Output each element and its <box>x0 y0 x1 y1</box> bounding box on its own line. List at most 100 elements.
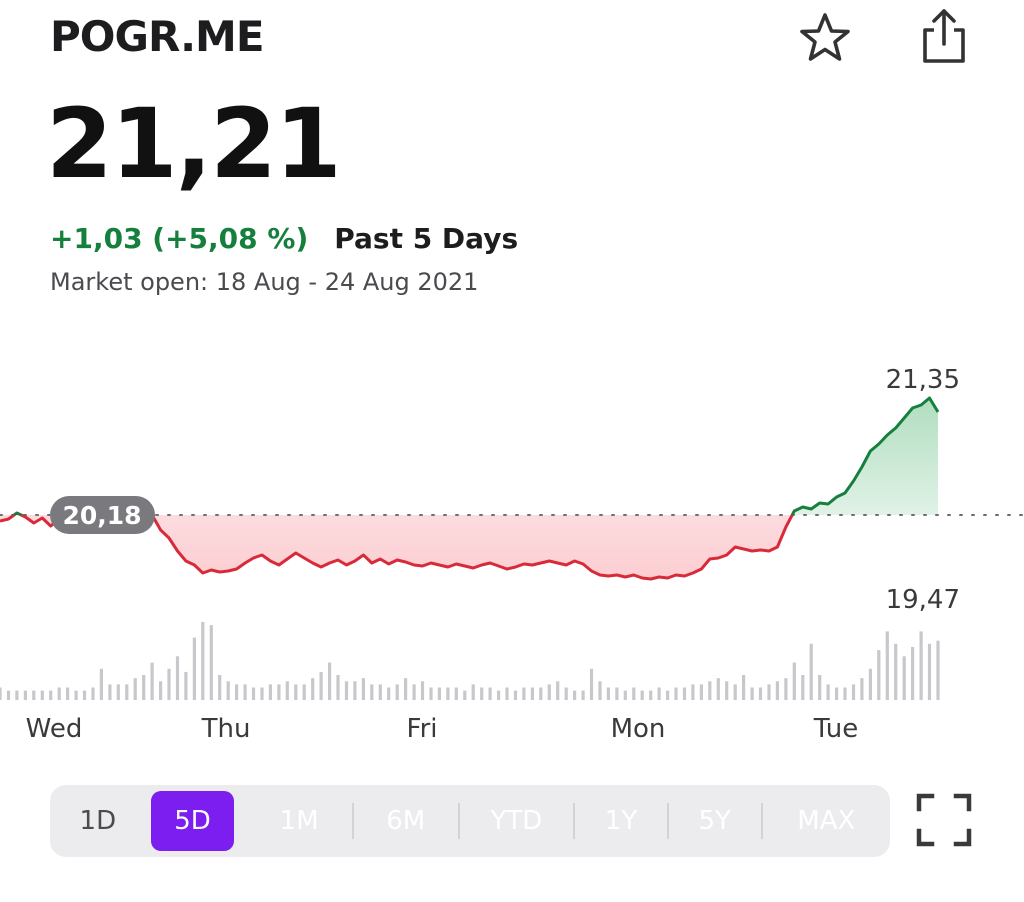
volume-bar <box>716 678 720 700</box>
volume-bar <box>260 687 264 700</box>
volume-bar <box>902 656 906 700</box>
range-label: 1M <box>279 806 319 836</box>
volume-bar <box>623 690 627 700</box>
volume-bar <box>412 684 416 700</box>
up-area <box>0 398 938 515</box>
range-1m[interactable]: 1M <box>246 791 352 851</box>
volume-bar <box>885 631 889 700</box>
volume-bar <box>488 687 492 700</box>
volume-bar <box>66 687 70 700</box>
volume-bar <box>175 656 180 700</box>
range-ytd[interactable]: YTD <box>460 791 574 851</box>
volume-bar <box>23 690 27 700</box>
range-max[interactable]: MAX <box>763 791 891 851</box>
volume-bar <box>775 681 779 700</box>
volume-bar <box>699 684 703 700</box>
baseline-label: 20,18 <box>62 501 141 530</box>
change-row: +1,03 (+5,08 %) Past 5 Days <box>50 222 518 255</box>
volume-bar <box>564 687 568 700</box>
range-5d[interactable]: 5D <box>150 791 235 851</box>
volume-bar <box>826 684 830 700</box>
volume-bar <box>733 684 737 700</box>
volume-bar <box>513 690 518 700</box>
volume-bar <box>809 643 813 700</box>
volume-bar <box>302 684 306 700</box>
volume-bar <box>150 662 154 700</box>
volume-bar <box>209 625 213 700</box>
volume-bar <box>471 684 475 700</box>
x-tick-label: Mon <box>611 714 666 744</box>
volume-bar <box>116 684 120 700</box>
range-label: 5D <box>174 806 211 836</box>
volume-bar <box>32 690 36 700</box>
volume-bar <box>370 684 374 700</box>
volume-bar <box>74 690 78 700</box>
volume-bar <box>294 684 298 700</box>
favorite-button[interactable] <box>795 8 855 68</box>
volume-bar <box>201 622 205 700</box>
volume-bar <box>108 684 112 700</box>
volume-bars <box>0 622 940 700</box>
price-line <box>0 396 940 581</box>
volume-bar <box>167 668 171 700</box>
range-divider <box>760 803 763 839</box>
x-tick-label: Tue <box>813 714 858 744</box>
range-divider <box>351 803 354 839</box>
volume-bar <box>454 687 458 700</box>
volume-bar <box>57 687 61 700</box>
volume-bar <box>91 687 95 700</box>
volume-bar <box>328 662 332 700</box>
volume-bar <box>801 675 805 700</box>
volume-bar <box>691 684 695 700</box>
share-button[interactable] <box>914 6 974 66</box>
volume-bar <box>894 643 898 700</box>
volume-bar <box>184 671 188 700</box>
volume-bar <box>463 690 467 700</box>
volume-bar <box>666 690 670 700</box>
volume-bar <box>843 687 847 700</box>
volume-bar <box>632 687 636 700</box>
volume-bar <box>15 690 19 700</box>
volume-bar <box>598 681 602 700</box>
volume-bar <box>573 690 577 700</box>
volume-bar <box>133 678 137 700</box>
range-6m[interactable]: 6M <box>354 791 458 851</box>
baseline-badge <box>50 496 155 534</box>
range-5y[interactable]: 5Y <box>669 791 761 851</box>
volume-bar <box>437 687 441 700</box>
volume-bar <box>860 678 864 700</box>
volume-bar <box>235 684 239 700</box>
current-price: 21,21 <box>46 88 342 200</box>
volume-bar <box>344 681 349 700</box>
volume-bar <box>919 631 923 700</box>
volume-bar <box>429 687 433 700</box>
range-1y[interactable]: 1Y <box>575 791 667 851</box>
volume-bar <box>361 678 365 700</box>
period-label: Past 5 Days <box>334 222 519 255</box>
volume-bar <box>581 690 585 700</box>
volume-bar <box>40 690 44 700</box>
range-label: YTD <box>490 806 543 836</box>
range-label: 6M <box>386 806 426 836</box>
volume-bar <box>927 643 932 700</box>
volume-bar <box>446 687 450 700</box>
expand-icon <box>916 793 972 847</box>
volume-bar <box>159 681 163 700</box>
volume-bar <box>387 687 391 700</box>
range-1d[interactable]: 1D <box>50 791 146 851</box>
volume-bar <box>792 662 796 700</box>
volume-bar <box>285 681 289 700</box>
volume-bar <box>784 678 788 700</box>
star-icon <box>800 13 850 61</box>
volume-bar <box>758 687 763 700</box>
range-divider <box>666 803 669 839</box>
volume-bar <box>522 687 526 700</box>
down-area <box>0 515 938 579</box>
fullscreen-button[interactable] <box>912 790 976 850</box>
volume-bar <box>911 647 915 700</box>
price-chart[interactable]: 20,18 21,35 19,47 Wed Thu Fri Mon Tue <box>0 340 1024 760</box>
volume-bar <box>615 687 619 700</box>
volume-bar <box>530 687 534 700</box>
volume-bar <box>708 681 712 700</box>
volume-bar <box>657 687 661 700</box>
